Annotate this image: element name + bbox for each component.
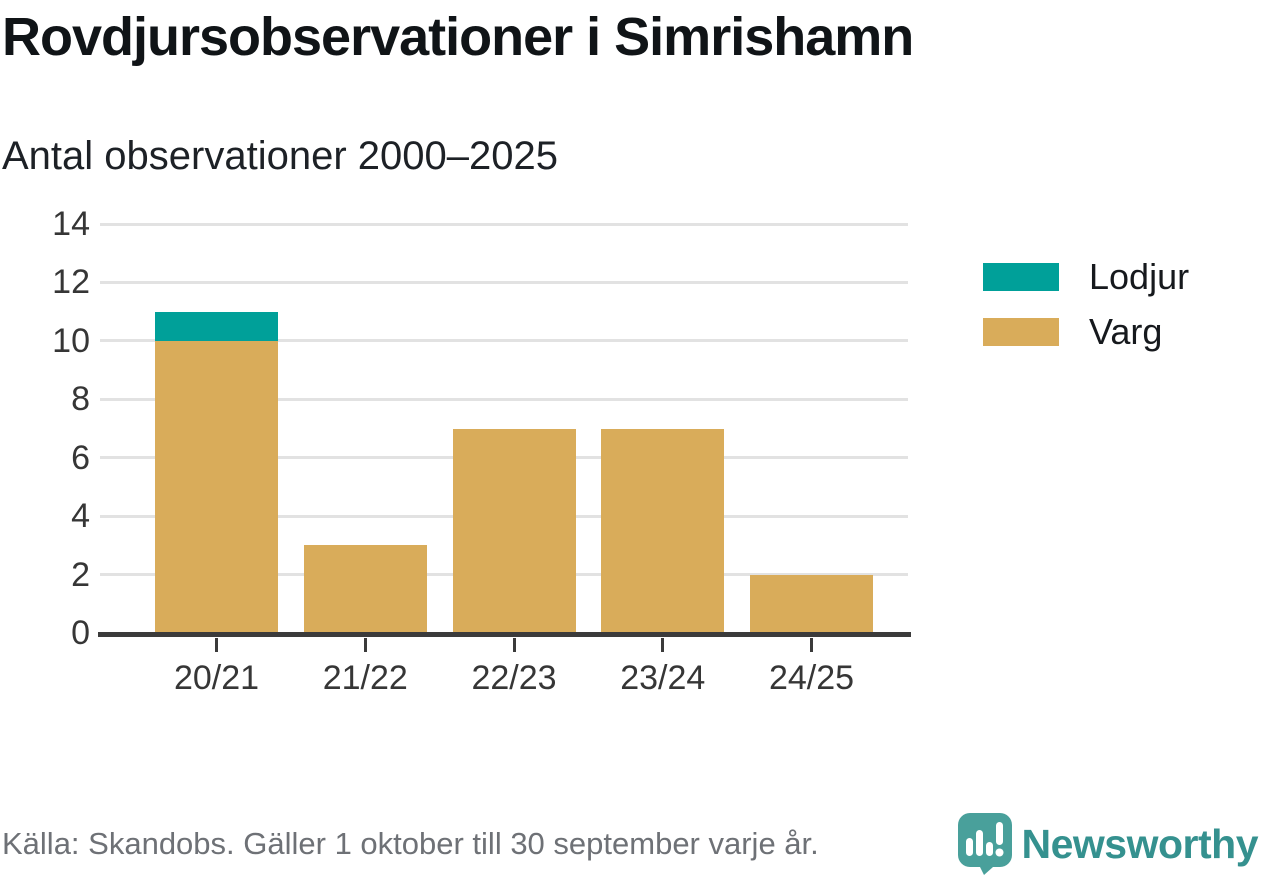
source-note: Källa: Skandobs. Gäller 1 oktober till 3… (2, 826, 819, 861)
y-axis-label: 14 (52, 205, 90, 243)
x-axis-label: 23/24 (620, 659, 706, 697)
legend-label-lodjur: Lodjur (1089, 256, 1190, 297)
legend-item-lodjur: Lodjur (983, 256, 1189, 297)
footer: Källa: Skandobs. Gäller 1 oktober till 3… (0, 813, 1258, 875)
y-axis-label: 6 (71, 438, 90, 477)
x-axis-tick (363, 638, 367, 652)
y-axis-label: 0 (71, 614, 90, 652)
legend-item-varg: Varg (983, 311, 1189, 352)
x-axis-tick (661, 638, 665, 652)
legend-swatch-varg (983, 318, 1059, 346)
y-axis-label: 2 (71, 555, 90, 594)
legend-swatch-lodjur (983, 263, 1059, 291)
y-axis-label: 8 (71, 380, 90, 419)
x-axis-tick (512, 638, 516, 652)
bar-segment-varg (601, 428, 725, 633)
grid-line (100, 280, 908, 284)
brand-name: Newsworthy (1021, 820, 1259, 867)
grid-line (100, 397, 908, 401)
x-axis-line (98, 632, 911, 637)
legend-label-varg: Varg (1089, 311, 1163, 352)
legend: Lodjur Varg (983, 256, 1189, 373)
brand-lockup: Newsworthy (957, 813, 1259, 875)
y-axis-label: 4 (71, 497, 90, 536)
chart-title: Rovdjursobservationer i Simrishamn (2, 7, 914, 67)
bar-segment-varg (452, 428, 576, 633)
y-axis-label: 12 (52, 263, 90, 302)
grid-line (100, 339, 908, 343)
chart-subtitle: Antal observationer 2000–2025 (2, 134, 558, 178)
bar-segment-varg (750, 574, 873, 633)
x-axis-label: 22/23 (471, 659, 557, 697)
bar-segment-varg (155, 340, 278, 633)
x-axis-label: 24/25 (768, 659, 855, 697)
y-axis-label: 10 (52, 321, 90, 360)
x-axis-tick (810, 638, 813, 652)
x-axis-label: 20/21 (173, 659, 260, 697)
x-axis-tick (215, 638, 218, 652)
grid-line (100, 222, 908, 226)
bar-segment-varg (303, 545, 427, 633)
newsworthy-logo-icon (957, 813, 1012, 875)
x-axis-label: 21/22 (322, 659, 408, 697)
bar-segment-lodjur (155, 311, 278, 341)
